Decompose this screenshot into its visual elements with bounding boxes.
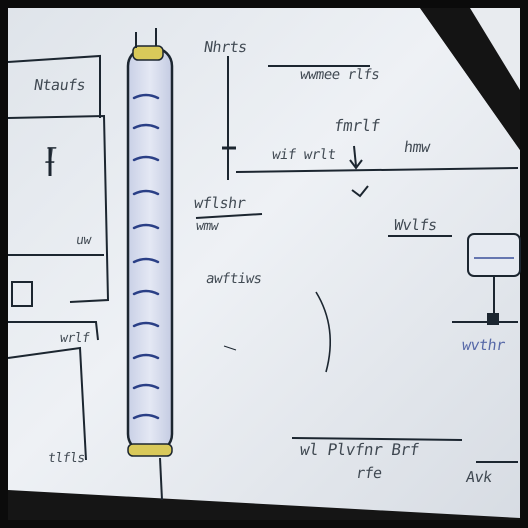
wall-corner <box>470 8 520 90</box>
scrawl-center: awftiws <box>204 271 263 287</box>
scrawl-top-right: wwmee rlfs <box>298 67 381 83</box>
scrawl-mid-tag-2: fmrlf <box>332 116 382 135</box>
scrawl-center-left-2: wmw <box>194 219 220 234</box>
board-bottom-edge <box>8 490 520 520</box>
scrawl-bottom-right: Avk <box>464 468 493 486</box>
scrawl-right-lower: wvthr <box>460 336 506 354</box>
scrawl-left-lower: wrlf <box>58 331 91 346</box>
scrawl-bottom-center: wl Plvfnr Brf <box>298 440 421 459</box>
distillation-column <box>126 28 174 501</box>
scrawl-left-lower-2: tlfls <box>46 451 86 466</box>
column-trays <box>132 93 160 420</box>
scrawl-center-left: wflshr <box>192 194 247 212</box>
right-tank <box>467 233 521 325</box>
scrawl-left-box-2: uw <box>74 233 92 248</box>
scrawl-mid-tag-3: hmw <box>402 138 431 156</box>
scrawl-bottom-center-2: rfe <box>354 464 383 482</box>
scrawl-top-left: Ntaufs <box>32 76 87 94</box>
scrawl-mid-tag-1: wif wrlt <box>270 147 337 163</box>
scrawl-top-center: Nhrts <box>202 38 248 56</box>
process-lines <box>195 56 519 463</box>
scrawl-right: Wvlfs <box>392 216 438 234</box>
left-box-diagram <box>7 54 110 461</box>
